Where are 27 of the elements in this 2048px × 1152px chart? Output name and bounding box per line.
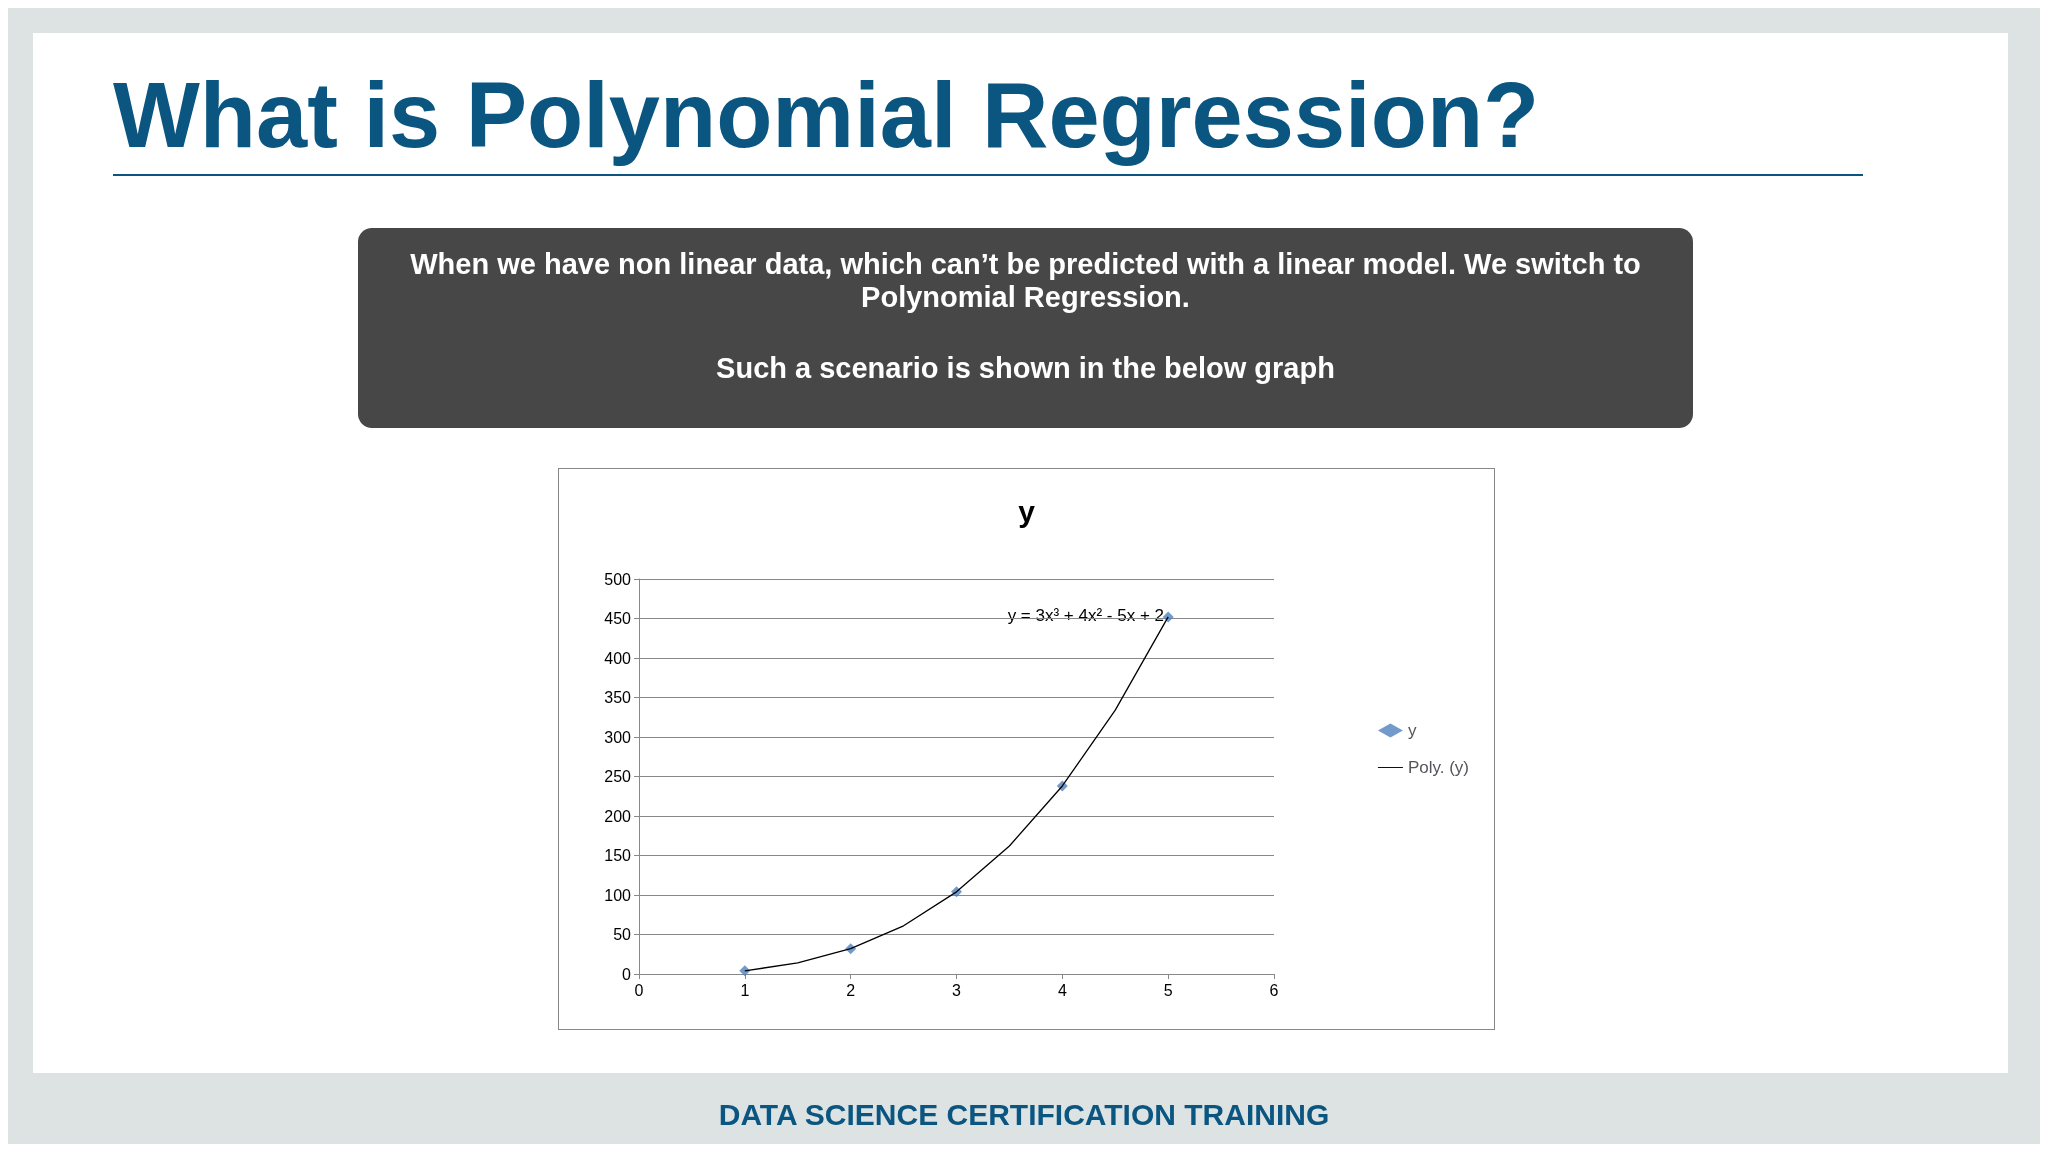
x-tick-label: 5 bbox=[1163, 981, 1173, 999]
y-tick-label: 150 bbox=[604, 847, 632, 864]
text: Such a scenario is shown in the below graph bbox=[715, 352, 1336, 385]
y-tick-label: 400 bbox=[604, 649, 632, 667]
x-tick-label: 0 bbox=[634, 981, 644, 999]
y-tick-label: 450 bbox=[604, 610, 632, 627]
y-tick-label: 200 bbox=[604, 807, 632, 825]
y-tick-label: 500 bbox=[604, 570, 632, 588]
chart-title: y bbox=[1018, 494, 1036, 528]
text: DATA SCIENCE CERTIFICATION TRAINING bbox=[717, 1098, 1331, 1132]
y-tick-label: 50 bbox=[613, 926, 632, 943]
y-tick-label: 300 bbox=[604, 728, 632, 746]
y-tick-label: 250 bbox=[604, 768, 632, 785]
x-tick-label: 1 bbox=[740, 981, 750, 999]
point bbox=[1162, 611, 1174, 623]
x-tick-label: 6 bbox=[1269, 981, 1279, 999]
y-tick-label: 100 bbox=[604, 886, 632, 904]
x-tick-label: 3 bbox=[952, 981, 962, 999]
y-tick-label: 350 bbox=[604, 689, 632, 706]
legend-label: Poly. (y) bbox=[1407, 758, 1469, 777]
text: When we have non linear data, which can’t be predicted with a linear model. We switch to Polynomial Regression. bbox=[409, 248, 1642, 314]
x-tick-label: 2 bbox=[846, 981, 856, 999]
y-tick-label: 0 bbox=[622, 965, 632, 983]
point bbox=[739, 965, 751, 977]
legend-label: y bbox=[1407, 721, 1417, 740]
text: What is Polynomial Regression? bbox=[113, 63, 1863, 176]
x-tick-label: 4 bbox=[1057, 981, 1067, 999]
